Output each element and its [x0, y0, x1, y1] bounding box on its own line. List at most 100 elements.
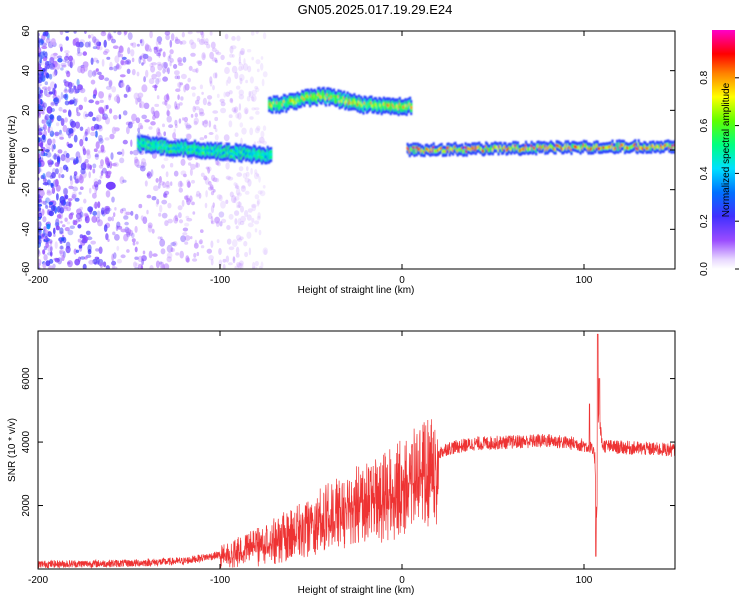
- spectrogram-y-tick-label: -60: [21, 261, 32, 276]
- noise-speck: [38, 113, 42, 119]
- noise-speck: [225, 175, 231, 180]
- noise-speck: [251, 204, 257, 212]
- noise-speck: [116, 151, 123, 155]
- noise-speck: [62, 94, 68, 99]
- colorbar-tick-label: 0.8: [699, 70, 710, 84]
- noise-speck: [83, 161, 87, 169]
- noise-speck: [229, 191, 234, 198]
- segment-core: [529, 147, 532, 151]
- noise-speck: [63, 150, 68, 158]
- segment-core: [670, 147, 673, 150]
- noise-speck: [109, 108, 113, 114]
- segment-core: [625, 145, 628, 149]
- segment-core: [360, 101, 363, 105]
- segment-core: [268, 103, 271, 107]
- noise-speck: [59, 250, 63, 257]
- noise-speck: [109, 161, 113, 169]
- noise-speck: [72, 186, 78, 192]
- noise-speck: [228, 120, 233, 128]
- snr-y-tick-label: 6000: [21, 367, 32, 390]
- noise-speck: [224, 33, 229, 40]
- noise-speck: [210, 220, 215, 225]
- noise-speck: [196, 251, 200, 257]
- noise-speck: [161, 164, 165, 169]
- noise-speck: [164, 31, 171, 36]
- segment-core: [523, 148, 526, 152]
- noise-speck: [59, 246, 64, 250]
- noise-speck: [179, 250, 184, 259]
- noise-speck: [166, 256, 172, 263]
- noise-speck: [85, 217, 88, 221]
- noise-speck: [111, 216, 114, 222]
- segment-core: [230, 151, 233, 155]
- noise-speck: [226, 238, 232, 245]
- noise-speck: [104, 104, 108, 112]
- noise-speck: [166, 109, 170, 117]
- noise-speck: [53, 233, 56, 237]
- noise-speck: [73, 31, 77, 34]
- noise-speck: [154, 103, 160, 107]
- noise-speck: [260, 130, 265, 138]
- noise-speck: [74, 88, 80, 94]
- segment-core: [147, 144, 150, 147]
- noise-speck: [45, 205, 49, 209]
- segment-core: [592, 147, 595, 151]
- snr-x-tick-label: 0: [399, 575, 405, 586]
- noise-speck: [214, 116, 219, 122]
- noise-speck: [62, 164, 68, 171]
- noise-speck: [58, 132, 64, 140]
- noise-speck: [134, 246, 138, 253]
- noise-speck: [54, 241, 58, 249]
- noise-speck: [69, 143, 73, 148]
- segment-core: [263, 153, 266, 157]
- noise-speck: [56, 156, 61, 162]
- noise-speck: [182, 232, 188, 236]
- noise-speck: [181, 31, 185, 38]
- noise-speck: [134, 225, 138, 233]
- noise-speck: [119, 74, 126, 78]
- noise-speck: [251, 56, 254, 61]
- noise-speck: [247, 65, 252, 73]
- segment-core: [543, 144, 546, 148]
- noise-speck: [145, 69, 149, 78]
- colorbar-tick-label: 0.2: [699, 214, 710, 228]
- noise-speck: [42, 152, 48, 157]
- segment-core: [192, 147, 195, 151]
- noise-speck: [73, 248, 77, 255]
- noise-speck: [212, 110, 219, 114]
- segment-core: [268, 153, 271, 157]
- noise-speck: [118, 45, 124, 54]
- noise-speck: [258, 136, 265, 143]
- noise-speck: [59, 227, 64, 234]
- noise-speck: [40, 157, 44, 163]
- noise-speck: [49, 246, 53, 252]
- noise-speck: [178, 81, 181, 90]
- segment-core: [217, 148, 220, 152]
- noise-speck: [67, 60, 73, 67]
- noise-speck: [215, 49, 220, 55]
- noise-speck: [149, 48, 153, 53]
- noise-speck: [64, 227, 70, 232]
- segment-core: [642, 147, 645, 151]
- noise-speck: [91, 70, 97, 77]
- noise-speck: [146, 209, 149, 215]
- noise-speck: [255, 59, 261, 65]
- noise-speck: [38, 249, 41, 257]
- noise-speck: [61, 224, 66, 228]
- noise-speck: [189, 39, 194, 45]
- noise-speck: [38, 77, 41, 84]
- noise-speck: [151, 228, 155, 234]
- noise-speck: [143, 102, 150, 110]
- noise-speck: [135, 262, 139, 267]
- noise-speck: [214, 216, 221, 225]
- noise-speck: [158, 41, 162, 45]
- noise-speck: [101, 207, 105, 215]
- noise-speck: [54, 131, 60, 136]
- noise-speck: [130, 210, 134, 216]
- noise-speck: [133, 92, 140, 100]
- noise-speck: [57, 57, 63, 63]
- noise-speck: [156, 198, 160, 205]
- noise-speck: [208, 120, 212, 128]
- noise-speck: [228, 90, 233, 95]
- noise-speck: [95, 248, 100, 252]
